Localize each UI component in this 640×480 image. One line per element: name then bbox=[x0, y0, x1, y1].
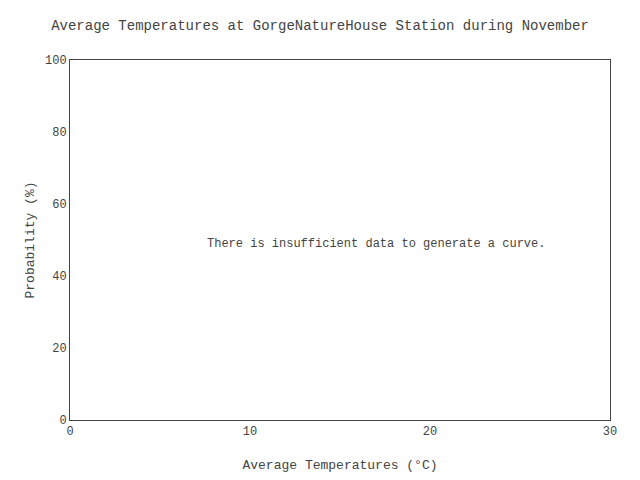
svg-text:10: 10 bbox=[243, 425, 257, 439]
svg-text:60: 60 bbox=[52, 198, 66, 212]
svg-text:Probability (%): Probability (%) bbox=[23, 181, 38, 298]
svg-text:0: 0 bbox=[66, 425, 73, 439]
svg-text:100: 100 bbox=[45, 54, 67, 68]
svg-text:Average Temperatures at GorgeN: Average Temperatures at GorgeNatureHouse… bbox=[51, 18, 589, 34]
svg-text:0: 0 bbox=[59, 414, 66, 428]
svg-text:Average Temperatures (°C): Average Temperatures (°C) bbox=[242, 458, 437, 473]
svg-text:20: 20 bbox=[423, 425, 437, 439]
svg-text:40: 40 bbox=[52, 270, 66, 284]
svg-text:80: 80 bbox=[52, 126, 66, 140]
svg-text:20: 20 bbox=[52, 342, 66, 356]
svg-text:There is insufficient data to: There is insufficient data to generate a… bbox=[207, 237, 545, 251]
svg-text:30: 30 bbox=[603, 425, 617, 439]
